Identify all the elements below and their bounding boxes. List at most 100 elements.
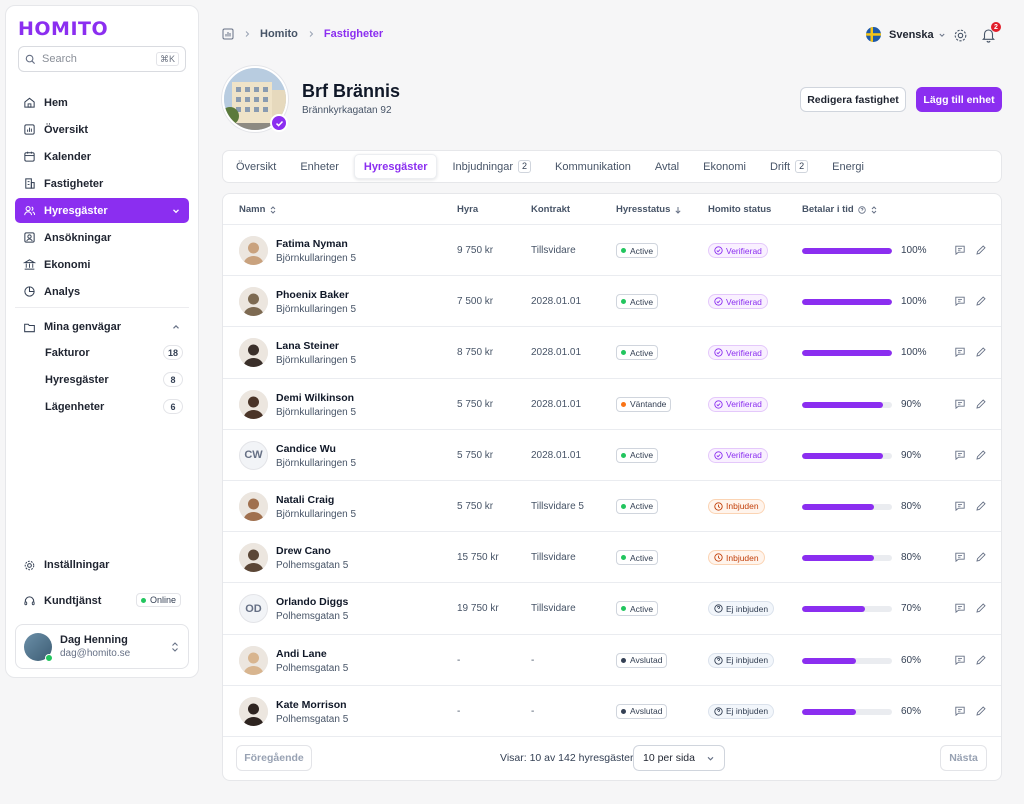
- message-icon[interactable]: [954, 602, 966, 614]
- language-selector[interactable]: Svenska: [866, 27, 946, 42]
- sidebar-item-label: Fastigheter: [44, 177, 104, 190]
- tenant-name[interactable]: Orlando Diggs: [276, 596, 349, 609]
- user-name: Dag Henning: [60, 634, 128, 646]
- status-dot: [621, 299, 626, 305]
- edit-icon[interactable]: [975, 449, 987, 461]
- previous-button[interactable]: Föregående: [236, 745, 312, 771]
- tab-kommunikation[interactable]: Kommunikation: [546, 154, 640, 179]
- column-name[interactable]: Namn: [239, 204, 277, 215]
- contract-value: Tillsvidare: [531, 552, 576, 564]
- breadcrumb-root[interactable]: Homito: [260, 28, 298, 40]
- tab-inbjudningar[interactable]: Inbjudningar 2: [443, 154, 540, 179]
- tenant-name[interactable]: Demi Wilkinson: [276, 391, 355, 404]
- check-circle-icon: [714, 246, 723, 255]
- shortcut-fakturor[interactable]: Fakturor 18: [15, 339, 189, 366]
- shortcut-hyresgaster[interactable]: Hyresgäster 8: [15, 366, 189, 393]
- sidebar-item-fastigheter[interactable]: Fastigheter: [15, 171, 189, 196]
- sidebar-item-ekonomi[interactable]: Ekonomi: [15, 252, 189, 277]
- edit-icon[interactable]: [975, 346, 987, 358]
- column-rent-status[interactable]: Hyresstatus: [616, 204, 682, 215]
- column-homito-status[interactable]: Homito status: [708, 204, 771, 215]
- search-shortcut: ⌘K: [155, 52, 179, 66]
- add-unit-button[interactable]: Lägg till enhet: [916, 87, 1002, 112]
- edit-icon[interactable]: [975, 705, 987, 717]
- message-icon[interactable]: [954, 346, 966, 358]
- tenant-address: Björnkullaringen 5: [276, 457, 357, 469]
- sidebar-item-installningar[interactable]: Inställningar: [15, 553, 189, 577]
- edit-icon[interactable]: [975, 551, 987, 563]
- column-rent[interactable]: Hyra: [457, 204, 478, 215]
- edit-icon[interactable]: [975, 602, 987, 614]
- sidebar-item-analys[interactable]: Analys: [15, 279, 189, 304]
- chevron-down-icon: [707, 756, 714, 761]
- tab-oversikt[interactable]: Översikt: [227, 154, 285, 179]
- bell-icon[interactable]: [981, 27, 996, 43]
- sidebar-item-hem[interactable]: Hem: [15, 90, 189, 115]
- rent-amount: 15 750 kr: [457, 552, 499, 564]
- table-row[interactable]: Kate Morrison Polhemsgatan 5 - - Avslutad Ej …: [223, 686, 1001, 737]
- tab-drift[interactable]: Drift 2: [761, 154, 817, 179]
- message-icon[interactable]: [954, 551, 966, 563]
- column-contract[interactable]: Kontrakt: [531, 204, 570, 215]
- message-icon[interactable]: [954, 705, 966, 717]
- sidebar-item-ansokningar[interactable]: Ansökningar: [15, 225, 189, 250]
- table-row[interactable]: Andi Lane Polhemsgatan 5 - - Avslutad Ej inbj…: [223, 635, 1001, 686]
- edit-icon[interactable]: [975, 398, 987, 410]
- breadcrumb-current[interactable]: Fastigheter: [323, 28, 384, 40]
- message-icon[interactable]: [954, 295, 966, 307]
- tab-enheter[interactable]: Enheter: [291, 154, 348, 179]
- avatar: CW: [239, 440, 268, 470]
- shortcuts-toggle[interactable]: Mina genvägar: [15, 315, 189, 339]
- user-menu[interactable]: Dag Henning dag@homito.se: [15, 624, 189, 669]
- table-row[interactable]: Demi Wilkinson Björnkullaringen 5 5 750 kr…: [223, 379, 1001, 430]
- edit-icon[interactable]: [975, 295, 987, 307]
- gear-icon[interactable]: [953, 28, 968, 43]
- message-icon[interactable]: [954, 244, 966, 256]
- edit-icon[interactable]: [975, 500, 987, 512]
- tab-hyresgaster[interactable]: Hyresgäster: [353, 154, 438, 179]
- sort-icon: [871, 205, 877, 214]
- pays-on-time-percent: 100%: [901, 347, 927, 359]
- sidebar-item-kundtjanst[interactable]: Kundtjänst Online: [15, 589, 189, 613]
- edit-icon[interactable]: [975, 244, 987, 256]
- search-box[interactable]: Search ⌘K: [18, 46, 186, 72]
- contract-value: Tillsvidare: [531, 245, 576, 256]
- message-icon[interactable]: [954, 398, 966, 410]
- message-icon[interactable]: [954, 654, 966, 666]
- per-page-select[interactable]: 10 per sida: [633, 745, 725, 771]
- message-icon[interactable]: [954, 449, 966, 461]
- edit-property-button[interactable]: Redigera fastighet: [800, 87, 906, 112]
- table-row[interactable]: OD Orlando Diggs Polhemsgatan 5 19 750 kr Ti…: [223, 583, 1001, 635]
- tab-ekonomi[interactable]: Ekonomi: [694, 154, 755, 179]
- tenant-name[interactable]: Drew Cano: [276, 545, 331, 558]
- pays-on-time-percent: 80%: [901, 552, 922, 564]
- table-row[interactable]: Lana Steiner Björnkullaringen 5 8 750 kr 20…: [223, 327, 1001, 379]
- app-logo[interactable]: HOMITO: [18, 18, 109, 40]
- pays-on-time-bar: [802, 401, 892, 408]
- table-row[interactable]: Natali Craig Björnkullaringen 5 5 750 kr Ti…: [223, 481, 1001, 533]
- sidebar-item-oversikt[interactable]: Översikt: [15, 117, 189, 142]
- tenant-name[interactable]: Fatima Nyman: [276, 238, 348, 250]
- tenant-name[interactable]: Phoenix Baker: [276, 289, 349, 302]
- edit-icon[interactable]: [975, 654, 987, 666]
- message-icon[interactable]: [954, 500, 966, 512]
- sidebar-item-kalender[interactable]: Kalender: [15, 144, 189, 169]
- tenant-name[interactable]: Kate Morrison: [276, 698, 347, 711]
- table-row[interactable]: Fatima Nyman Björnkullaringen 5 9 750 kr Ti…: [223, 225, 1001, 277]
- sidebar-item-hyresgaster[interactable]: Hyresgäster: [15, 198, 189, 223]
- tenant-name[interactable]: Natali Craig: [276, 493, 335, 506]
- tenant-name[interactable]: Lana Steiner: [276, 340, 340, 353]
- avatar: [239, 491, 268, 521]
- tenant-name[interactable]: Andi Lane: [276, 647, 327, 660]
- column-pays-on-time[interactable]: Betalar i tid: [802, 204, 878, 215]
- table-row[interactable]: Phoenix Baker Björnkullaringen 5 7 500 kr 2…: [223, 276, 1001, 328]
- chart-icon[interactable]: [222, 28, 234, 40]
- table-row[interactable]: Drew Cano Polhemsgatan 5 15 750 kr Tillsvid…: [223, 532, 1001, 584]
- table-row[interactable]: CW Candice Wu Björnkullaringen 5 5 750 kr 20…: [223, 430, 1001, 481]
- next-button[interactable]: Nästa: [940, 745, 987, 771]
- tab-energi[interactable]: Energi: [823, 154, 873, 179]
- tenant-name[interactable]: Candice Wu: [276, 442, 336, 455]
- shortcut-lagenheter[interactable]: Lägenheter 6: [15, 393, 189, 420]
- tab-avtal[interactable]: Avtal: [646, 154, 688, 179]
- search-input[interactable]: Search: [42, 53, 77, 65]
